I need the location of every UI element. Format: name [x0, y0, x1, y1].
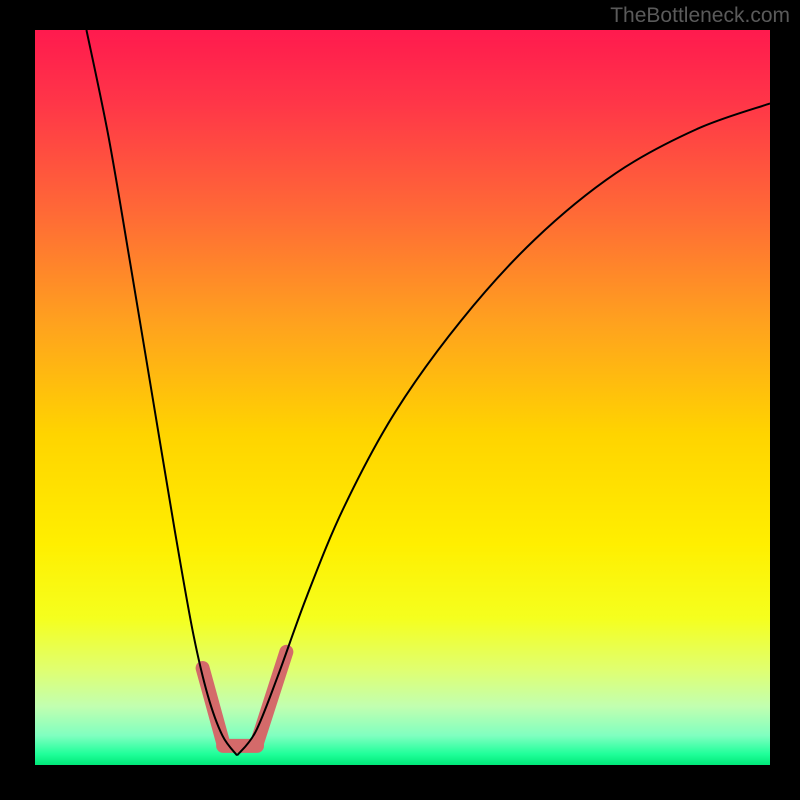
curves-layer: [35, 30, 770, 765]
plot-area: [35, 30, 770, 765]
left-bottleneck-curve: [86, 30, 237, 755]
right-bottleneck-curve: [237, 104, 770, 756]
apex-marker-strip: [203, 652, 287, 746]
watermark-text: TheBottleneck.com: [610, 4, 790, 28]
